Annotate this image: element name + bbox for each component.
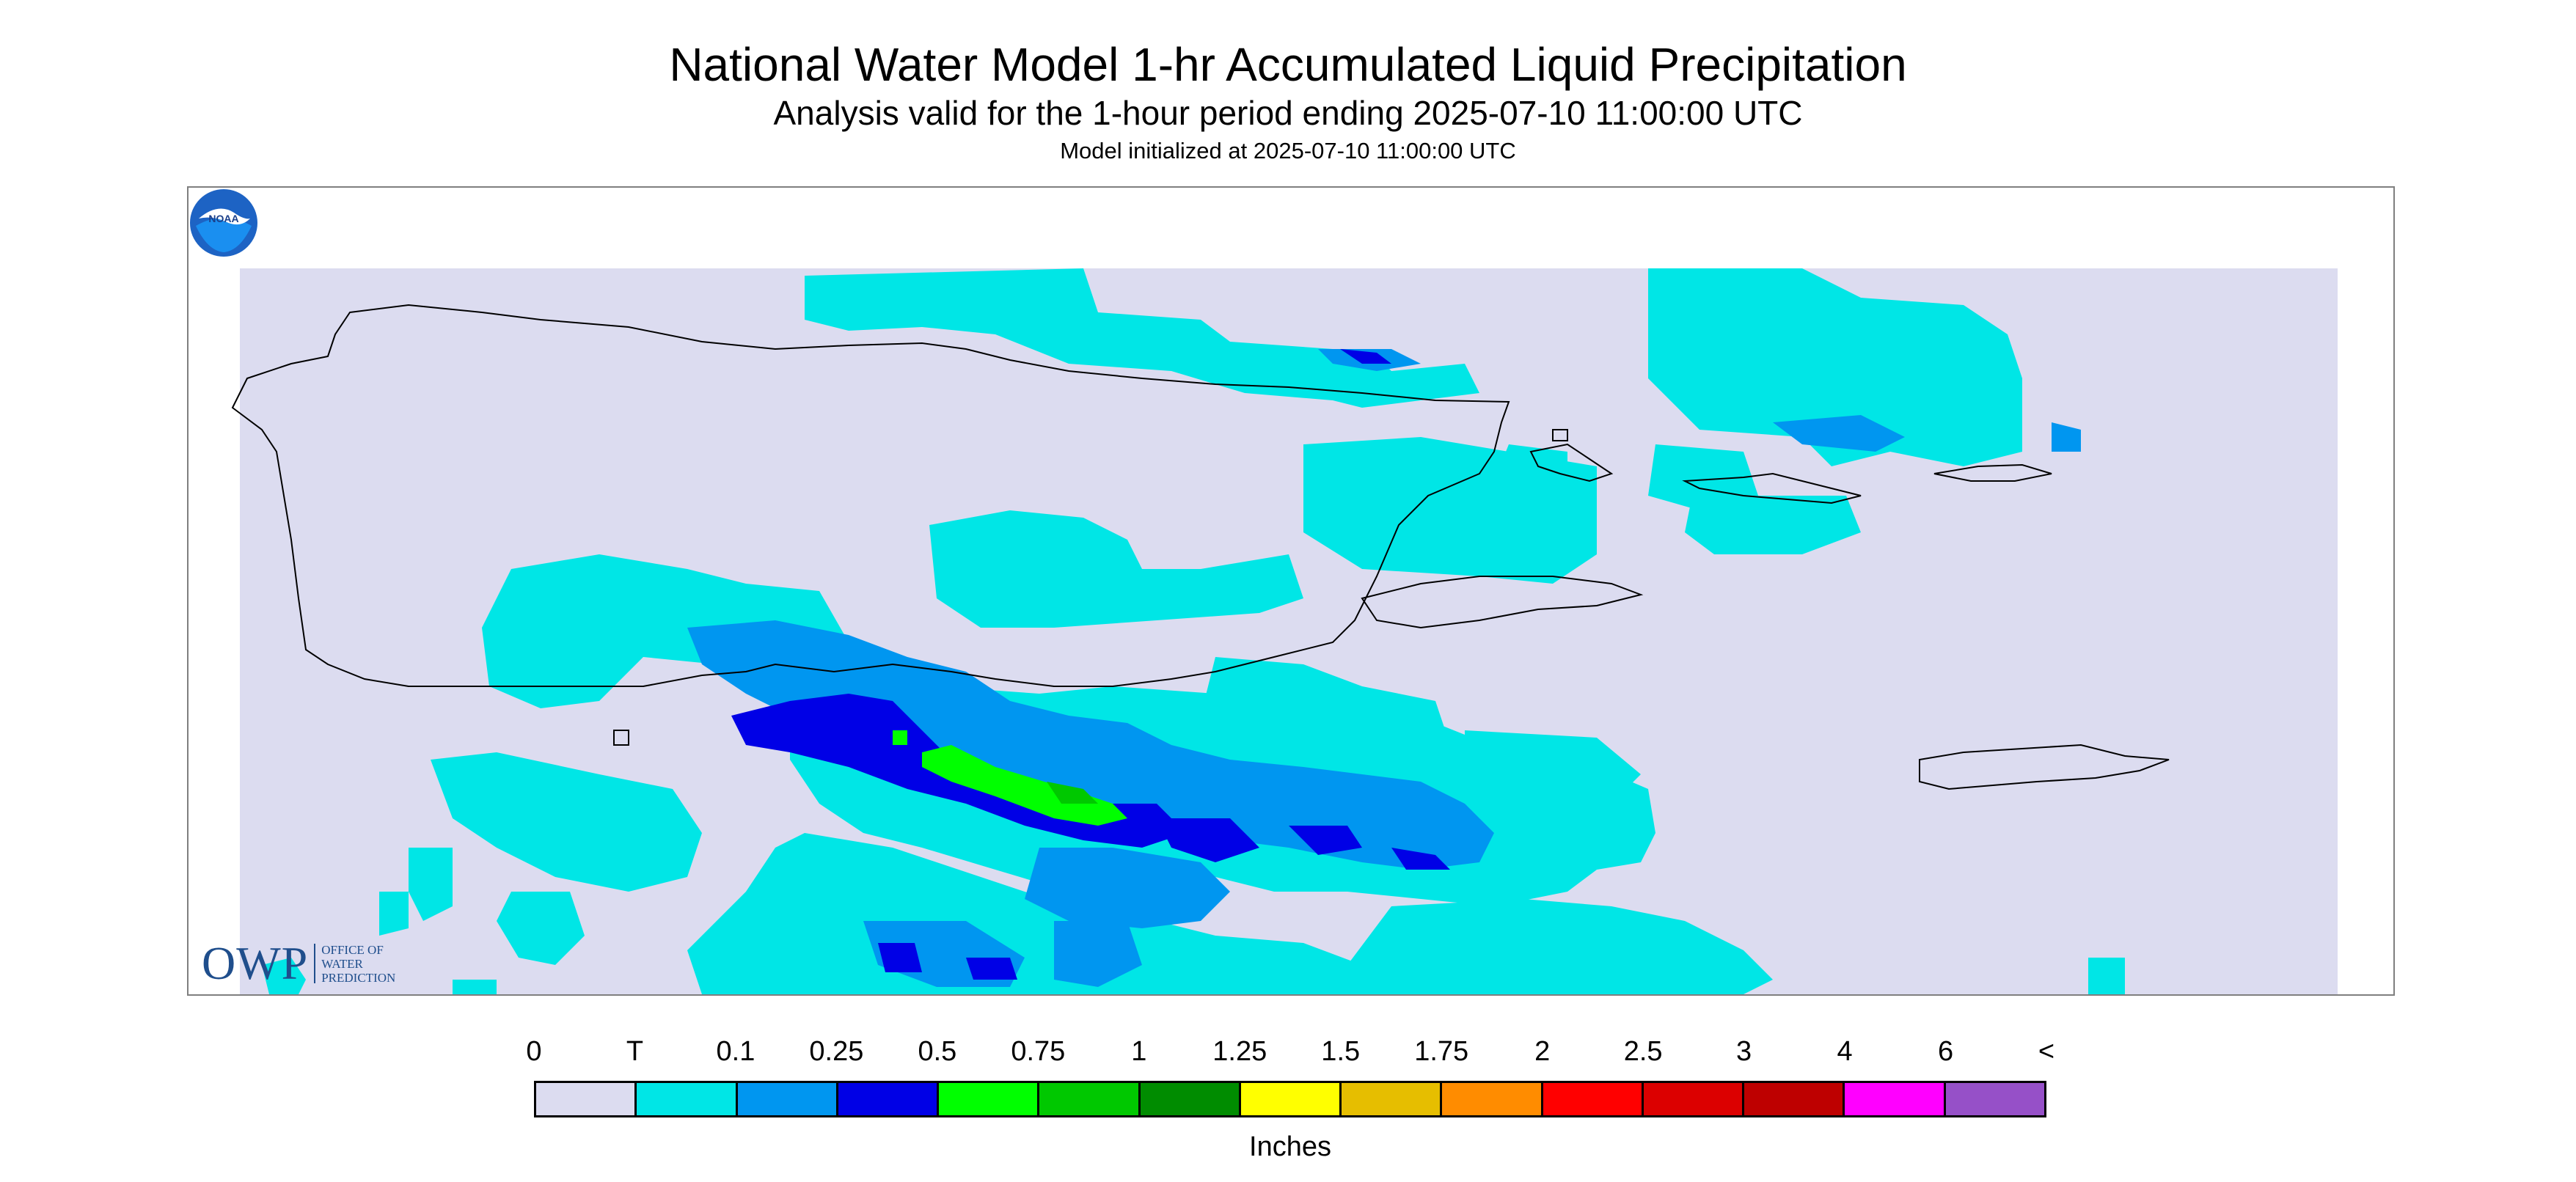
legend-swatch [1845, 1083, 1946, 1115]
precip-heavier-areas [1047, 782, 1098, 804]
legend-swatch [1240, 1083, 1342, 1115]
noaa-logo-text: NOAA [208, 213, 238, 224]
precip-legend: 0 T 0.1 0.25 0.5 0.75 1 1.25 1.5 1.75 2 2.5 3 4 6 < Inc… [526, 1034, 2054, 1166]
legend-swatch [1442, 1083, 1543, 1115]
culebra-coast [1529, 443, 1614, 482]
chart-title: National Water Model 1-hr Accumulated Li… [669, 38, 1907, 91]
legend-colorbar [534, 1081, 2046, 1117]
legend-label: 1.25 [1212, 1036, 1267, 1067]
vieques-coast [1361, 576, 1644, 629]
legend-swatch [838, 1083, 940, 1115]
legend-units: Inches [1249, 1131, 1331, 1162]
legend-label: 1.75 [1414, 1036, 1469, 1067]
legend-swatch [1744, 1083, 1845, 1115]
owp-logo-line: OFFICE OF [321, 942, 384, 957]
owp-logo-mark: OWP [202, 937, 309, 989]
legend-swatch [1342, 1083, 1443, 1115]
coastlines [231, 304, 2170, 790]
legend-label: 2 [1534, 1036, 1551, 1067]
puerto-rico-coast [231, 304, 1510, 687]
legend-label: 1.5 [1321, 1036, 1361, 1067]
st-croix-coast [1919, 744, 2170, 790]
model-init-line: Model initialized at 2025-07-10 11:00:00… [1060, 138, 1516, 164]
legend-label: 1 [1131, 1036, 1147, 1067]
noaa-logo-icon: NOAA [190, 189, 257, 257]
st-thomas-coast [1682, 472, 1862, 504]
legend-swatch [737, 1083, 838, 1115]
legend-swatch [939, 1083, 1040, 1115]
owp-logo-text: OFFICE OF WATER PREDICTION [321, 943, 395, 985]
legend-swatch [536, 1083, 637, 1115]
st-john-coast [1933, 463, 2052, 482]
legend-label: 2.5 [1623, 1036, 1663, 1067]
legend-label: T [626, 1036, 644, 1067]
legend-label: 0.5 [918, 1036, 957, 1067]
legend-label: 6 [1937, 1036, 1954, 1067]
map-canvas [231, 268, 2338, 994]
legend-swatch [1140, 1083, 1241, 1115]
legend-label: 3 [1736, 1036, 1752, 1067]
precipitation-map[interactable]: OWP OFFICE OF WATER PREDICTION NOAA [187, 186, 2395, 996]
legend-label: 0.75 [1011, 1036, 1066, 1067]
legend-swatch [637, 1083, 738, 1115]
chart-subtitle: Analysis valid for the 1-hour period end… [773, 94, 1803, 132]
legend-swatch [1543, 1083, 1644, 1115]
legend-label: < [2038, 1036, 2055, 1067]
legend-swatch [1039, 1083, 1141, 1115]
legend-swatch [1643, 1083, 1745, 1115]
legend-label: 0 [526, 1036, 542, 1067]
small-island-coast [613, 730, 629, 746]
legend-swatch [1945, 1083, 2044, 1115]
precip-heavy-areas [893, 730, 1127, 826]
legend-label: 0.25 [809, 1036, 864, 1067]
owp-logo-divider [314, 944, 316, 983]
owp-logo-line: PREDICTION [321, 970, 396, 985]
legend-labels: 0 T 0.1 0.25 0.5 0.75 1 1.25 1.5 1.75 2 2.5 3 4 6 < [526, 1034, 2054, 1072]
owp-logo: OWP OFFICE OF WATER PREDICTION [202, 937, 395, 989]
small-island-coast-2 [1552, 429, 1568, 441]
legend-label: 4 [1837, 1036, 1853, 1067]
legend-label: 0.1 [716, 1036, 755, 1067]
owp-logo-line: WATER [321, 956, 363, 971]
